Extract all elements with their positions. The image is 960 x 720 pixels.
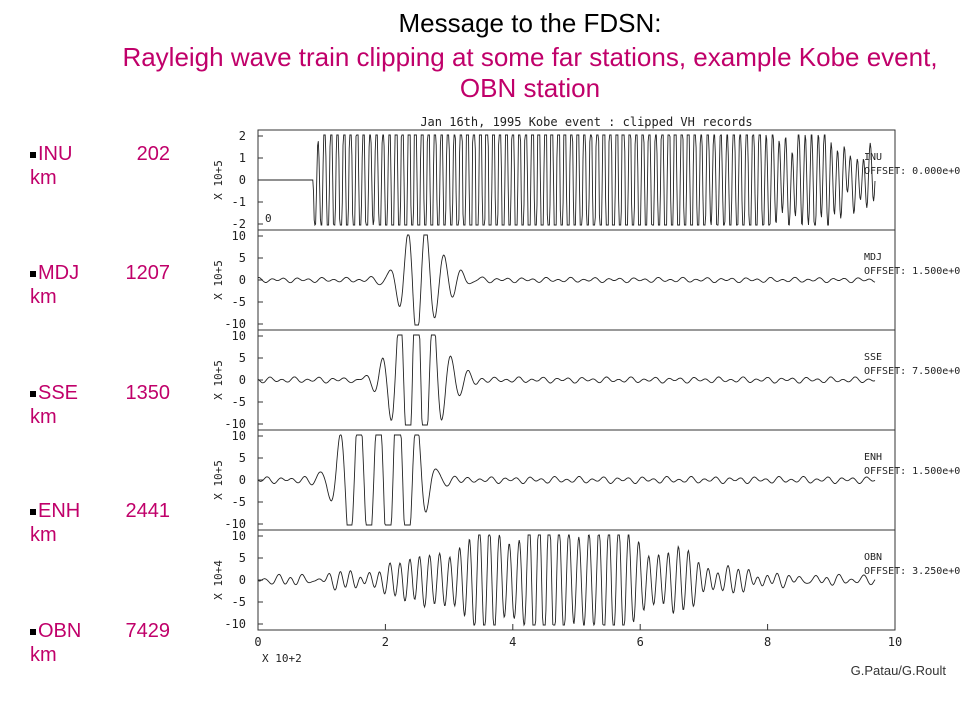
- waveform: [257, 234, 876, 326]
- station-code-wrap: INU: [30, 142, 72, 166]
- y-tick-label: -2: [232, 217, 246, 231]
- bullet: [30, 508, 36, 515]
- station-row: INU 202: [30, 142, 170, 166]
- y-tick-label: 5: [239, 351, 246, 365]
- y-tick-label: 0: [239, 473, 246, 487]
- station-code: SSE: [38, 382, 79, 404]
- offset-label: OFFSET: 1.500e+0: [864, 466, 960, 477]
- bullet: [30, 270, 36, 277]
- station-unit: km: [30, 167, 57, 189]
- x-tick-label: 8: [764, 635, 771, 649]
- y-tick-label: -10: [224, 517, 246, 531]
- offset-label: OFFSET: 1.500e+0: [864, 266, 960, 277]
- y-tick-label: 5: [239, 551, 246, 565]
- y-tick-label: -5: [232, 395, 246, 409]
- y-tick-label: -1: [232, 195, 246, 209]
- waveform: [257, 534, 876, 627]
- x-tick-label: 10: [888, 635, 902, 649]
- y-tick-label: 10: [232, 529, 246, 543]
- y-tick-label: 0: [239, 573, 246, 587]
- station-tag: SSE: [864, 352, 882, 363]
- waveform: [258, 134, 876, 227]
- offset-label: OFFSET: 0.000e+0: [864, 166, 960, 177]
- x-tick-label: 4: [509, 635, 516, 649]
- station-code-wrap: OBN: [30, 619, 81, 643]
- station-item: SSE 1350 km: [30, 381, 170, 429]
- station-distance: 1207: [125, 262, 171, 284]
- y-tick-label: -5: [232, 495, 246, 509]
- station-distance: 7429: [125, 620, 171, 642]
- figure-title: Jan 16th, 1995 Kobe event : clipped VH r…: [420, 115, 752, 129]
- y-tick-label: 10: [232, 429, 246, 443]
- y-tick-label: 5: [239, 451, 246, 465]
- y-tick-label: 0: [239, 373, 246, 387]
- station-row: SSE 1350: [30, 381, 170, 405]
- station-unit: km: [30, 406, 57, 428]
- x-tick-label: 0: [254, 635, 261, 649]
- panel-frame: [257, 229, 896, 331]
- station-item: ENH 2441 km: [30, 499, 170, 547]
- y-multiplier: X 10+5: [212, 460, 225, 500]
- station-tag: OBN: [864, 552, 882, 563]
- y-tick-label: 10: [232, 329, 246, 343]
- y-tick-label: -5: [232, 595, 246, 609]
- station-distance: 1350: [125, 382, 171, 404]
- station-tag: INU: [864, 152, 882, 163]
- station-unit: km: [30, 524, 57, 546]
- y-tick-label: -10: [224, 317, 246, 331]
- bullet: [30, 151, 36, 158]
- station-code-wrap: ENH: [30, 499, 80, 523]
- y-multiplier: X 10+5: [212, 260, 225, 300]
- y-tick-label: 10: [232, 229, 246, 243]
- waveform: [257, 334, 876, 426]
- x-tick-label: 6: [637, 635, 644, 649]
- bullet: [30, 390, 36, 397]
- credit: G.Patau/G.Roult: [850, 663, 946, 678]
- panel-note: 0: [265, 212, 272, 225]
- x-tick-label: 2: [382, 635, 389, 649]
- y-tick-label: -5: [232, 295, 246, 309]
- station-distance: 202: [136, 143, 170, 165]
- station-item: OBN 7429 km: [30, 619, 170, 667]
- station-code: ENH: [38, 500, 81, 522]
- bullet: [30, 628, 36, 635]
- waveform: [257, 434, 876, 526]
- y-tick-label: 0: [239, 273, 246, 287]
- y-tick-label: -10: [224, 617, 246, 631]
- y-multiplier: X 10+5: [212, 160, 225, 200]
- station-item: INU 202 km: [30, 142, 170, 190]
- station-code-wrap: SSE: [30, 381, 78, 405]
- offset-label: OFFSET: 3.250e+0: [864, 566, 960, 577]
- offset-label: OFFSET: 7.500e+0: [864, 366, 960, 377]
- y-tick-label: 2: [239, 129, 246, 143]
- station-row: ENH 2441: [30, 499, 170, 523]
- station-unit: km: [30, 644, 57, 666]
- y-multiplier: X 10+5: [212, 360, 225, 400]
- panel-frame: [257, 329, 896, 431]
- y-tick-label: 1: [239, 151, 246, 165]
- y-tick-label: 0: [239, 173, 246, 187]
- y-tick-label: 5: [239, 251, 246, 265]
- station-item: MDJ 1207 km: [30, 261, 170, 309]
- station-row: OBN 7429: [30, 619, 170, 643]
- station-code: OBN: [38, 620, 82, 642]
- station-tag: MDJ: [864, 252, 882, 263]
- y-multiplier: X 10+4: [212, 560, 225, 600]
- station-unit: km: [30, 286, 57, 308]
- station-code: INU: [38, 143, 73, 165]
- slide-subtitle: Rayleigh wave train clipping at some far…: [122, 42, 938, 103]
- station-code: MDJ: [38, 262, 80, 284]
- slide-title: Message to the FDSN:: [398, 8, 662, 38]
- y-tick-label: -10: [224, 417, 246, 431]
- station-code-wrap: MDJ: [30, 261, 79, 285]
- x-multiplier: X 10+2: [262, 652, 302, 665]
- station-distance: 2441: [125, 500, 171, 522]
- station-tag: ENH: [864, 452, 882, 463]
- station-row: MDJ 1207: [30, 261, 170, 285]
